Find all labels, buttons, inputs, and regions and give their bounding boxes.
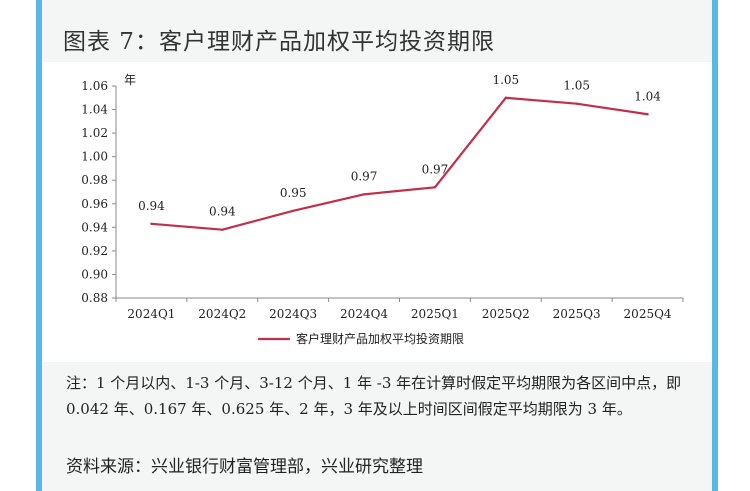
data-point [433, 186, 437, 189]
data-label: 1.04 [634, 89, 661, 103]
y-tick-label: 1.06 [81, 79, 108, 93]
x-tick-label: 2024Q4 [340, 307, 388, 321]
y-tick-label: 1.00 [81, 150, 108, 164]
x-tick-label: 2024Q3 [269, 307, 317, 321]
right-accent-bar [712, 0, 718, 491]
data-label: 0.97 [422, 162, 449, 176]
left-accent-bar [36, 0, 42, 491]
line-chart: 0.88 0.90 0.92 0.94 0.96 0.98 1.00 1.02 1.04 1.06… [42, 62, 712, 362]
data-point [221, 228, 224, 231]
data-point [575, 102, 578, 105]
data-label: 1.05 [492, 73, 519, 87]
y-tick-label: 0.96 [81, 197, 108, 211]
y-tick-label: 1.04 [81, 103, 108, 117]
data-label: 0.94 [138, 199, 165, 213]
figure-note: 注：1 个月以内、1-3 个月、3-12 个月、1 年 -3 年在计算时假定平均… [66, 374, 682, 418]
data-label: 0.95 [280, 186, 307, 200]
y-tick-label: 1.02 [81, 126, 108, 140]
x-tick-label: 2024Q1 [127, 307, 175, 321]
y-tick-label: 0.98 [81, 173, 108, 187]
chart-canvas: 0.88 0.90 0.92 0.94 0.96 0.98 1.00 1.02 1.04 1.06… [81, 73, 684, 346]
legend-label: 客户理财产品加权平均投资期限 [296, 331, 464, 346]
x-tick-label: 2025Q3 [553, 307, 601, 321]
data-label: 1.05 [563, 79, 590, 93]
data-label: 0.94 [209, 205, 236, 219]
data-point [291, 209, 295, 213]
x-tick-label: 2025Q2 [482, 307, 530, 321]
data-point [362, 193, 366, 196]
x-tick-label: 2024Q2 [198, 307, 246, 321]
data-point [150, 222, 153, 225]
y-tick-label: 0.88 [81, 291, 108, 305]
data-point [646, 113, 649, 116]
y-tick-label: 0.94 [81, 220, 108, 234]
y-tick-label: 0.90 [81, 267, 108, 281]
x-tick-label: 2025Q1 [411, 307, 459, 321]
x-tick-label: 2025Q4 [624, 307, 672, 321]
figure-title: 图表 7：客户理财产品加权平均投资期限 [63, 29, 495, 55]
figure-source: 资料来源：兴业银行财富管理部，兴业研究整理 [66, 457, 423, 477]
data-point [504, 96, 508, 99]
y-axis-label: 年 [124, 73, 136, 87]
series-line [151, 96, 648, 231]
y-tick-label: 0.92 [81, 244, 108, 258]
data-label: 0.97 [351, 169, 378, 183]
